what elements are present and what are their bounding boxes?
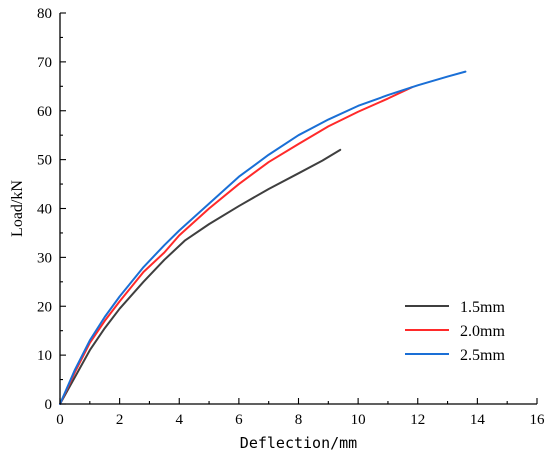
x-tick-label: 0 [56, 412, 64, 428]
series-layer [59, 70, 467, 405]
y-tick-label: 60 [37, 104, 52, 120]
x-tick-label: 16 [530, 412, 546, 428]
x-axis-ticks: 0 2 4 6 8 10 12 14 16 [56, 398, 545, 428]
legend: 1.5mm 2.0mm 2.5mm [405, 299, 505, 364]
x-tick-label: 8 [295, 412, 303, 428]
y-tick-label: 50 [37, 153, 52, 169]
x-tick-label: 10 [351, 412, 366, 428]
y-tick-label: 70 [37, 55, 52, 71]
series-line-2-0mm [59, 86, 413, 405]
legend-label: 1.5mm [460, 299, 505, 316]
y-tick-label: 80 [37, 6, 52, 22]
x-tick-label: 2 [116, 412, 124, 428]
x-tick-label: 4 [176, 412, 184, 428]
series-line-1-5mm [59, 148, 342, 405]
legend-label: 2.5mm [460, 347, 505, 364]
x-tick-label: 12 [410, 412, 425, 428]
legend-label: 2.0mm [460, 323, 505, 340]
x-tick-label: 14 [470, 412, 486, 428]
y-axis-title: Load/kN [9, 180, 26, 237]
y-tick-label: 30 [37, 250, 52, 266]
x-axis-title: Deflection/mm [240, 434, 357, 452]
y-tick-label: 10 [37, 348, 52, 364]
y-tick-label: 40 [37, 202, 52, 218]
y-tick-label: 20 [37, 299, 52, 315]
y-axis-ticks: 0 10 20 30 40 50 60 70 80 [37, 6, 66, 413]
y-tick-label: 0 [45, 397, 53, 413]
series-line-2-5mm [59, 70, 467, 405]
x-tick-label: 6 [235, 412, 243, 428]
